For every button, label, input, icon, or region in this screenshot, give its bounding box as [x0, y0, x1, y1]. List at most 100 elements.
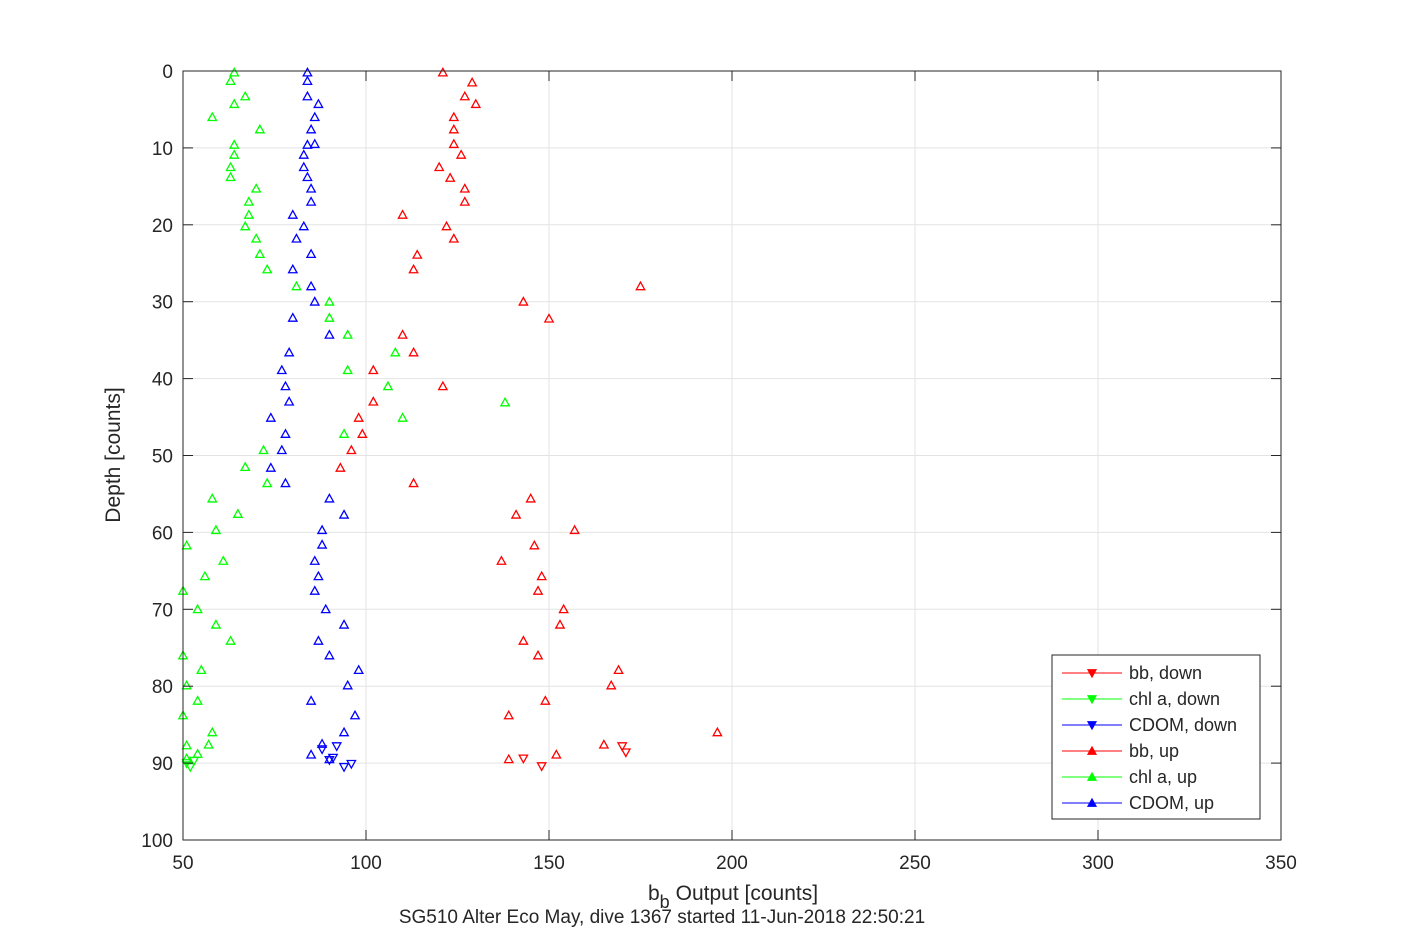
- data-point: [437, 380, 449, 391]
- data-point: [265, 462, 277, 472]
- legend-entry: bb, up: [1062, 741, 1179, 761]
- data-point: [206, 111, 218, 122]
- data-point: [503, 709, 515, 720]
- data-point: [199, 570, 211, 581]
- legend-label: chl a, up: [1129, 767, 1197, 787]
- data-point: [305, 183, 317, 193]
- y-tick-label: 40: [152, 370, 173, 391]
- data-point: [470, 98, 482, 109]
- data-point: [239, 90, 251, 101]
- data-point: [499, 396, 511, 407]
- series-bb-down: [518, 742, 632, 772]
- data-point: [225, 635, 236, 645]
- y-tick-label: 0: [162, 62, 173, 83]
- data-point: [525, 493, 537, 503]
- data-point: [316, 745, 328, 755]
- data-point: [353, 412, 364, 422]
- data-point: [228, 139, 240, 149]
- x-tick-label: 300: [1082, 853, 1114, 874]
- data-point: [536, 570, 547, 581]
- x-axis-label-symbol: b: [648, 882, 660, 905]
- data-point: [382, 380, 394, 391]
- data-point: [210, 619, 222, 629]
- series-bb-up: [335, 66, 723, 764]
- data-point: [192, 748, 203, 758]
- data-point: [368, 364, 379, 375]
- data-point: [228, 66, 240, 77]
- data-point: [305, 280, 317, 291]
- series-cdom-up: [265, 66, 364, 764]
- data-point: [437, 66, 449, 77]
- series-chl-a-up: [177, 66, 511, 763]
- data-point: [613, 664, 624, 675]
- data-point: [320, 603, 332, 614]
- data-point: [338, 509, 350, 519]
- data-point: [353, 664, 364, 675]
- tick-labels: 50 100 150 200 250 300 35001020304050607080901…: [141, 62, 1297, 874]
- data-point: [276, 364, 288, 375]
- legend-marker: [1086, 721, 1098, 731]
- data-point: [441, 220, 452, 231]
- x-axis-label-text: Output [counts]: [676, 882, 818, 905]
- data-point: [305, 123, 317, 134]
- data-point: [298, 161, 310, 172]
- data-point: [280, 428, 291, 438]
- data-point: [298, 149, 310, 159]
- legend-entry: chl a, down: [1062, 689, 1220, 709]
- data-point: [192, 695, 203, 705]
- data-point: [349, 709, 361, 720]
- legend-label: CDOM, up: [1129, 793, 1214, 813]
- data-point: [338, 762, 350, 773]
- chart-caption: SG510 Alter Eco May, dive 1367 started 1…: [399, 907, 925, 928]
- data-point: [206, 493, 218, 503]
- data-point: [558, 603, 569, 614]
- data-point: [346, 759, 357, 770]
- data-point: [455, 149, 467, 159]
- data-point: [448, 123, 460, 134]
- data-point: [569, 524, 580, 535]
- data-point: [338, 726, 350, 737]
- data-point: [305, 695, 317, 705]
- data-point: [342, 679, 354, 690]
- data-point: [466, 76, 478, 87]
- x-tick-label: 200: [716, 853, 748, 874]
- data-point: [254, 248, 266, 259]
- x-tick-label: 250: [899, 853, 931, 874]
- data-point: [331, 742, 343, 752]
- x-tick-label: 150: [533, 853, 565, 874]
- data-point: [408, 263, 419, 274]
- x-axis-label: bb Output [counts]: [648, 882, 818, 912]
- data-point: [316, 738, 328, 748]
- legend-label: bb, up: [1129, 741, 1179, 761]
- data-point: [459, 90, 471, 101]
- data-point: [283, 396, 295, 406]
- data-point: [616, 742, 628, 752]
- legend-entry: CDOM, up: [1062, 793, 1214, 813]
- data-point: [250, 183, 262, 193]
- data-point: [397, 209, 408, 219]
- data-point: [324, 329, 335, 339]
- data-point: [261, 263, 273, 274]
- data-point: [518, 754, 529, 765]
- data-point: [298, 220, 310, 231]
- data-point: [291, 233, 302, 243]
- data-point: [239, 220, 251, 231]
- data-point: [540, 695, 551, 705]
- data-point: [181, 539, 192, 550]
- data-point: [338, 619, 350, 629]
- data-point: [203, 739, 214, 749]
- data-point: [433, 161, 445, 172]
- data-point: [225, 171, 236, 182]
- data-point: [287, 263, 299, 274]
- data-point: [309, 111, 321, 122]
- legend-label: CDOM, down: [1129, 715, 1237, 735]
- y-tick-label: 20: [152, 216, 173, 237]
- data-point: [532, 585, 544, 595]
- data-point: [243, 196, 255, 206]
- data-point: [309, 138, 321, 149]
- data-point: [324, 649, 335, 660]
- data-point: [195, 664, 207, 675]
- data-point: [280, 380, 291, 391]
- data-point: [228, 98, 240, 109]
